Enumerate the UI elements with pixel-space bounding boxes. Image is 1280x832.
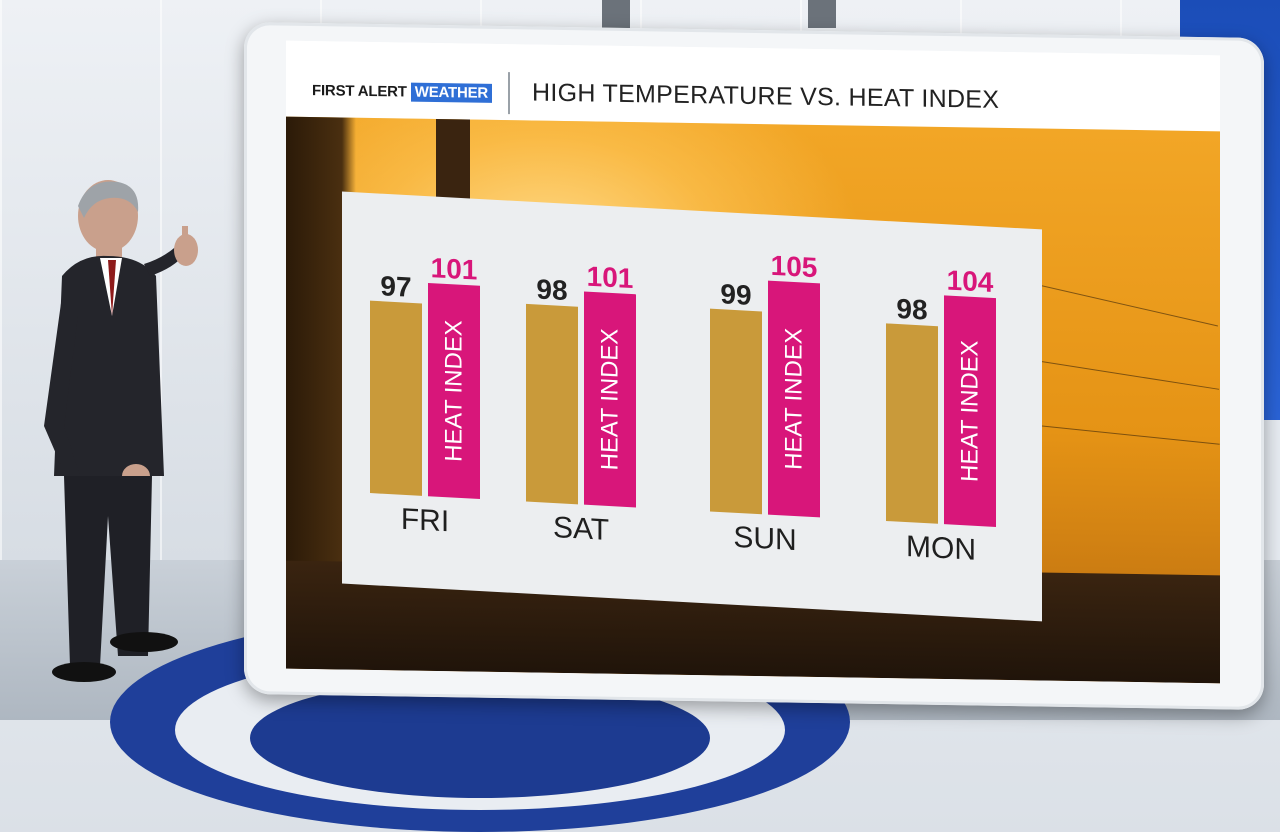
chart-card: 97 101 HEAT INDEX FRI 98 101 HEAT INDEX SAT 99 10…: [342, 191, 1042, 622]
graphic-header: FIRST ALERT WEATHER HIGH TEMPERATURE VS.…: [286, 40, 1220, 132]
bar-chart: 97 101 HEAT INDEX FRI 98 101 HEAT INDEX SAT 99 10…: [370, 250, 996, 567]
heat-index-bar: [584, 291, 636, 508]
heat-index-value-label: 105: [771, 250, 818, 284]
heat-index-bar: [944, 295, 996, 527]
high-temp-value-label: 98: [536, 273, 567, 306]
brand-weather: WEATHER: [410, 82, 493, 103]
category-label: SUN: [733, 521, 796, 557]
heat-index-bar: [768, 280, 820, 518]
high-temp-bar: [526, 303, 578, 505]
brand-first-alert: FIRST ALERT: [312, 81, 407, 101]
high-temp-value-label: 98: [896, 293, 927, 326]
graphic-title: HIGH TEMPERATURE VS. HEAT INDEX: [532, 78, 1000, 114]
monitor-mount-left: [602, 0, 630, 28]
high-temp-bar: [370, 300, 422, 496]
high-temp-value-label: 99: [720, 278, 751, 311]
heat-index-series-label: HEAT INDEX: [597, 328, 624, 471]
category-label: MON: [906, 530, 976, 567]
weather-monitor: FIRST ALERT WEATHER HIGH TEMPERATURE VS.…: [244, 22, 1264, 711]
heat-index-series-label: HEAT INDEX: [957, 340, 984, 483]
heat-index-value-label: 104: [947, 264, 994, 298]
monitor-mount-right: [808, 0, 836, 28]
high-temp-bar: [710, 308, 762, 515]
high-temp-bar: [886, 323, 938, 524]
brand-logo: FIRST ALERT WEATHER: [312, 79, 493, 104]
header-divider: [508, 72, 510, 115]
heat-index-bar: [428, 282, 480, 500]
high-temp-value-label: 97: [380, 270, 411, 303]
presenter: [44, 180, 198, 682]
heat-index-series-label: HEAT INDEX: [441, 319, 468, 462]
heat-index-series-label: HEAT INDEX: [781, 327, 808, 470]
monitor-screen: FIRST ALERT WEATHER HIGH TEMPERATURE VS.…: [286, 40, 1220, 684]
heat-index-value-label: 101: [431, 252, 478, 286]
category-label: FRI: [401, 503, 449, 539]
category-label: SAT: [553, 511, 609, 547]
heat-index-value-label: 101: [587, 261, 634, 295]
